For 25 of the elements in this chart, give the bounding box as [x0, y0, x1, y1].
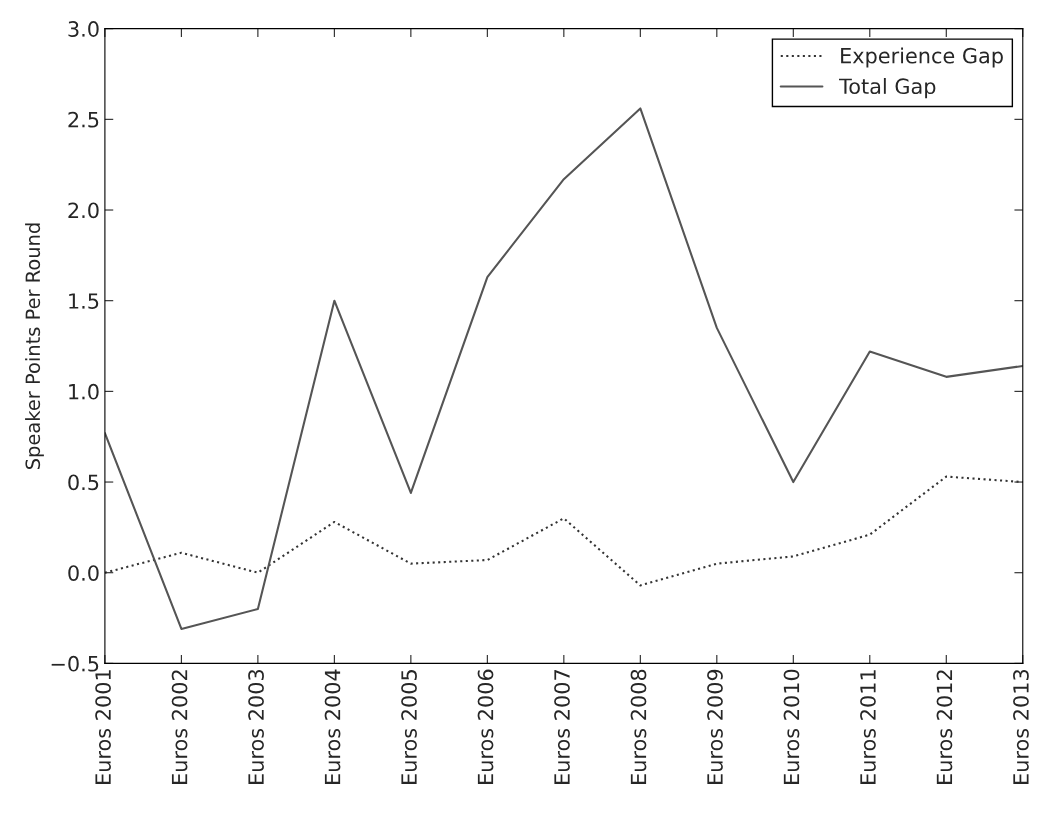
y-tick-label: −0.5 [51, 655, 99, 672]
x-tick-label: Euros 2005 [401, 670, 417, 784]
x-tick-label: Euros 2007 [554, 670, 570, 784]
x-tick-label: Euros 2006 [477, 669, 494, 784]
x-tick-label: Euros 2010 [783, 669, 800, 784]
x-tick-label: Euros 2009 [707, 669, 723, 784]
line-series [104, 107, 1023, 630]
y-tick-label: 2.5 [68, 111, 99, 128]
x-tick-label: Euros 2001 [95, 670, 111, 784]
x-tick-label: Euros 2013 [1013, 669, 1029, 784]
legend-label: Total Gap [839, 77, 936, 99]
y-tick-label: 0.0 [68, 565, 99, 581]
y-tick-label: 1.5 [69, 293, 99, 309]
x-tick-label: Euros 2004 [324, 669, 341, 784]
x-tick-label: Euros 2011 [860, 670, 876, 784]
y-tick-label: 2.0 [68, 202, 99, 219]
y-tick-label: 3.0 [68, 21, 99, 37]
x-tick-label: Euros 2002 [171, 670, 188, 784]
x-tick-label: Euros 2003 [248, 669, 264, 784]
x-tick-label: Euros 2012 [936, 670, 953, 784]
y-tick-label: 0.5 [68, 474, 99, 491]
legend-label: Experience Gap [841, 47, 1003, 68]
y-axis-title: Speaker Points Per Round [25, 223, 44, 469]
x-tick-label: Euros 2008 [630, 669, 647, 784]
y-tick-label: 1.0 [69, 383, 99, 400]
